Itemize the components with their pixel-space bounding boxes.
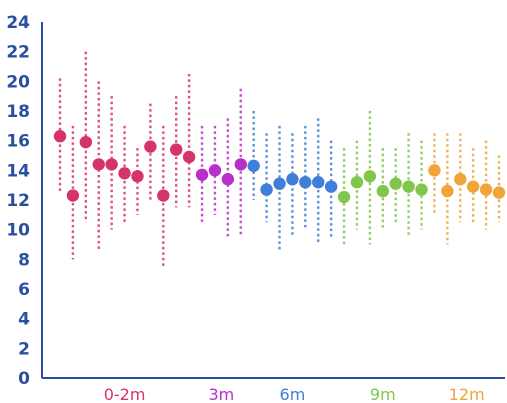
data-point	[479, 183, 493, 196]
data-point	[92, 158, 105, 171]
data-point	[376, 184, 389, 198]
y-tick-label: 6	[18, 280, 30, 300]
data-point	[273, 177, 286, 190]
data-point	[157, 189, 170, 202]
data-point	[247, 159, 260, 173]
data-point	[105, 158, 118, 171]
data-point	[415, 183, 428, 196]
data-point	[118, 167, 131, 180]
data-point	[144, 140, 157, 153]
data-point	[182, 150, 196, 164]
data-point	[454, 173, 467, 186]
y-tick-label: 10	[6, 221, 30, 241]
x-group-label: 6m	[280, 385, 306, 403]
error-bars	[58, 51, 501, 267]
data-point	[221, 173, 235, 186]
data-point	[441, 184, 454, 198]
data-point	[195, 168, 209, 181]
y-tick-label: 20	[6, 72, 30, 92]
data-point	[312, 176, 325, 189]
data-point	[66, 189, 80, 202]
y-tick-label: 4	[18, 310, 30, 330]
y-tick-label: 14	[6, 161, 30, 181]
data-point	[389, 177, 402, 190]
data-point	[260, 183, 273, 196]
x-axis-group-labels: 0-2m 3m 6m 9m 12m	[104, 385, 485, 403]
y-tick-label: 0	[18, 369, 30, 389]
x-group-label: 9m	[370, 385, 396, 403]
data-point	[324, 180, 338, 193]
x-group-label: 12m	[449, 385, 485, 403]
data-point	[350, 176, 364, 189]
y-tick-label: 22	[6, 43, 30, 63]
data-point	[234, 158, 247, 171]
data-point	[79, 135, 93, 149]
x-group-label: 3m	[209, 385, 235, 403]
y-tick-label: 24	[6, 13, 30, 33]
y-tick-label: 2	[18, 339, 30, 359]
data-point	[286, 173, 299, 186]
data-points	[53, 130, 506, 204]
data-point	[402, 180, 415, 193]
y-tick-label: 16	[6, 132, 30, 152]
data-point	[466, 180, 480, 193]
data-point	[299, 176, 312, 189]
x-group-label: 0-2m	[104, 385, 146, 403]
data-point	[53, 130, 67, 143]
data-point	[131, 170, 144, 183]
data-point	[337, 190, 351, 204]
data-point	[170, 143, 183, 156]
data-point	[428, 164, 441, 177]
y-tick-label: 18	[6, 102, 30, 122]
y-tick-label: 8	[18, 250, 30, 270]
data-point	[363, 170, 377, 183]
y-tick-label: 12	[6, 191, 30, 211]
data-point	[492, 186, 506, 199]
data-point	[208, 164, 222, 177]
